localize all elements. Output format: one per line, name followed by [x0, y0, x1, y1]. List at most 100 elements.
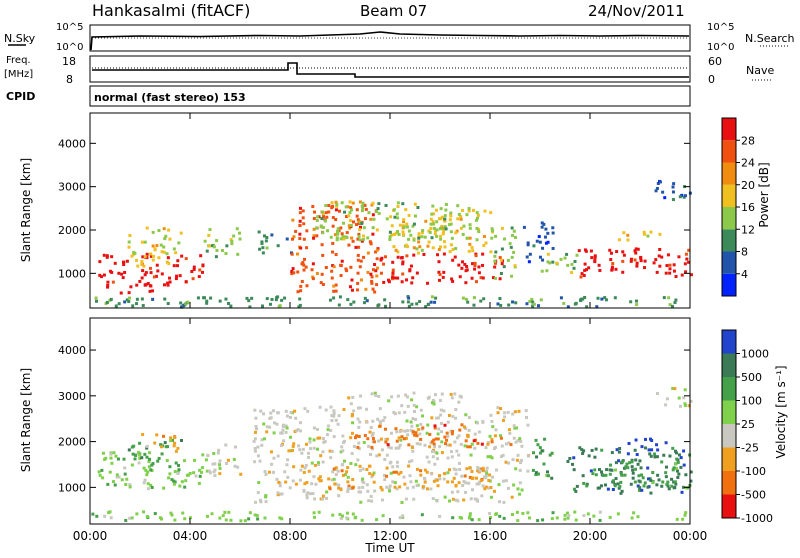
echo-cell — [582, 449, 586, 453]
y-tick-label: 2000 — [58, 436, 86, 449]
echo-cell — [173, 470, 177, 474]
echo-cell — [304, 265, 308, 269]
freq-panel — [89, 55, 691, 83]
echo-cell — [465, 213, 469, 217]
echo-cell — [312, 475, 316, 479]
echo-cell — [594, 447, 598, 451]
echo-cell — [358, 468, 362, 472]
echo-cell — [459, 215, 463, 219]
echo-cell — [614, 267, 618, 271]
echo-cell — [488, 434, 492, 438]
echo-cell — [575, 253, 579, 257]
echo-cell — [302, 222, 306, 226]
echo-cell — [233, 445, 237, 449]
nsearch-tick-top: 10^5 — [707, 22, 734, 33]
echo-cell — [407, 229, 411, 233]
colorbar-tick-label: 4 — [741, 268, 748, 281]
echo-cell — [356, 281, 360, 285]
echo-cell — [634, 247, 638, 251]
echo-cell — [299, 289, 303, 293]
echo-cell — [526, 241, 530, 245]
echo-cell — [514, 467, 518, 471]
echo-cell — [448, 499, 452, 503]
echo-cell — [309, 447, 313, 451]
echo-cell — [430, 212, 434, 216]
echo-cell — [460, 474, 464, 478]
echo-cell — [633, 448, 637, 452]
echo-cell — [566, 516, 570, 520]
echo-cell — [544, 227, 548, 231]
echo-cell — [123, 300, 127, 304]
echo-cell — [199, 470, 203, 474]
freq-label: Freq. — [6, 55, 31, 66]
echo-cell — [338, 295, 342, 299]
echo-cell — [468, 223, 472, 227]
echo-cell — [192, 265, 196, 269]
echo-cell — [443, 423, 447, 427]
echo-cell — [490, 437, 494, 441]
echo-cell — [335, 202, 339, 206]
echo-cell — [431, 398, 435, 402]
echo-cell — [167, 262, 171, 266]
echo-cell — [683, 388, 687, 392]
echo-cell — [618, 484, 622, 488]
echo-cell — [419, 469, 423, 473]
echo-cell — [280, 492, 284, 496]
colorbar-segment — [722, 447, 736, 471]
echo-cell — [490, 419, 494, 423]
echo-cell — [496, 406, 500, 410]
echo-cell — [398, 429, 402, 433]
echo-cell — [643, 259, 647, 263]
echo-cell — [356, 445, 360, 449]
echo-cell — [145, 226, 149, 230]
echo-cell — [368, 240, 372, 244]
echo-cell — [593, 455, 597, 459]
echo-cell — [330, 201, 334, 205]
echo-cell — [178, 274, 182, 278]
echo-cell — [97, 470, 101, 474]
echo-cell — [162, 245, 166, 249]
echo-cell — [371, 232, 375, 236]
echo-cell — [381, 419, 385, 423]
echo-cell — [581, 474, 585, 478]
echo-cell — [166, 256, 170, 260]
echo-cell — [402, 220, 406, 224]
echo-cell — [291, 448, 295, 452]
echo-cell — [281, 428, 285, 432]
echo-cell — [98, 473, 102, 477]
freq-trace — [92, 62, 689, 78]
echo-cell — [256, 445, 260, 449]
echo-cell — [352, 220, 356, 224]
echo-cell — [201, 263, 205, 267]
echo-cell — [236, 252, 240, 256]
echo-cell — [301, 216, 305, 220]
echo-cell — [593, 258, 597, 262]
echo-cell — [315, 234, 319, 238]
echo-cell — [509, 245, 513, 249]
echo-cell — [148, 284, 152, 288]
echo-cell — [534, 473, 538, 477]
echo-cell — [520, 488, 524, 492]
echo-cell — [299, 468, 303, 472]
echo-cell — [334, 253, 338, 257]
nsky-label: N.Sky — [4, 32, 36, 45]
echo-cell — [282, 439, 286, 443]
echo-cell — [122, 457, 126, 461]
echo-cell — [482, 235, 486, 239]
echo-cell — [427, 240, 431, 244]
echo-cell — [623, 473, 627, 477]
echo-cell — [475, 216, 479, 220]
echo-cell — [275, 477, 279, 481]
echo-cell — [357, 441, 361, 445]
echo-cell — [563, 513, 567, 517]
echo-cell — [205, 301, 209, 305]
echo-cell — [340, 469, 344, 473]
echo-cell — [205, 469, 209, 473]
echo-cell — [436, 253, 440, 257]
echo-cell — [409, 264, 413, 268]
echo-cell — [403, 429, 407, 433]
echo-cell — [212, 245, 216, 249]
echo-cell — [684, 252, 688, 256]
echo-cell — [145, 473, 149, 477]
echo-cell — [499, 258, 503, 262]
